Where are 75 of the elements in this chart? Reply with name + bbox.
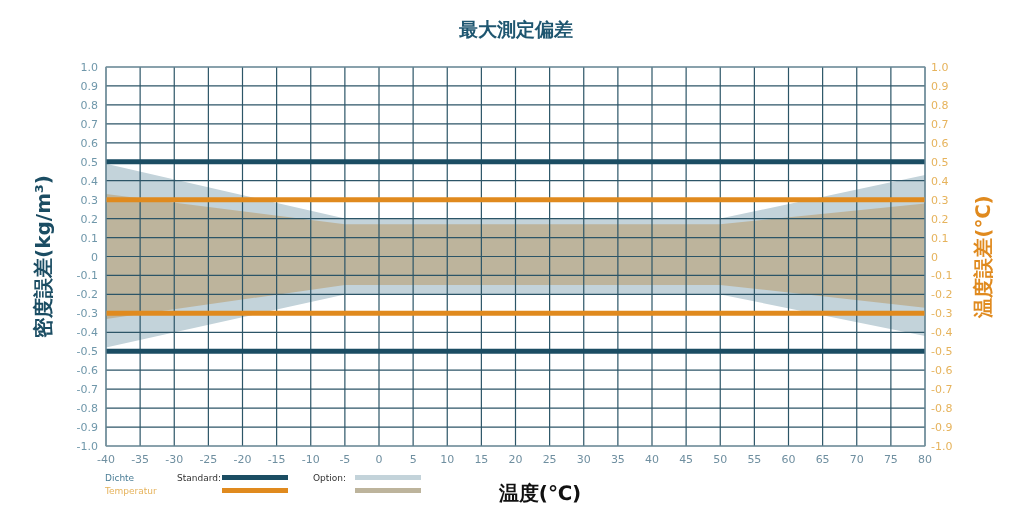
x-tick-label: 20 <box>508 453 523 466</box>
x-tick-label: -30 <box>165 453 184 466</box>
y-tick-label: -0.6 <box>76 364 98 378</box>
y-tick-label: 0.2 <box>80 212 98 226</box>
x-tick-label: 60 <box>781 453 796 466</box>
y-tick-label: -0.2 <box>76 288 98 302</box>
y2-tick-label: 1.0 <box>931 61 949 74</box>
x-tick-label: 5 <box>409 453 417 466</box>
x-tick-label: -35 <box>131 453 150 466</box>
y2-tick-label: 0.5 <box>931 155 949 169</box>
x-tick-label: 55 <box>747 453 762 466</box>
y-tick-label: 0.7 <box>80 117 98 131</box>
text: Dichte <box>105 473 135 483</box>
x-tick-label: 65 <box>815 453 830 466</box>
x-tick-label: -5 <box>339 453 351 466</box>
x-tick-label: 40 <box>645 453 659 466</box>
y-tick-label: -0.4 <box>76 326 98 340</box>
y-tick-label: -0.9 <box>76 421 98 435</box>
x-tick-label: 45 <box>679 453 694 466</box>
y2-tick-label: 0.4 <box>931 174 949 188</box>
y-tick-label: 0 <box>91 250 98 264</box>
x-tick-label: 0 <box>375 453 383 466</box>
y2-tick-label: -0.7 <box>931 383 953 397</box>
x-tick-label: 30 <box>576 453 591 466</box>
y2-tick-label: 0.6 <box>931 136 949 150</box>
y2-tick-label: -0.9 <box>931 421 953 435</box>
y2-tick-label: -0.1 <box>931 269 953 283</box>
x-axis-title: 温度(℃) <box>497 481 582 505</box>
y2-tick-label: 0.2 <box>931 212 949 226</box>
x-tick-label: 10 <box>440 453 455 466</box>
y2-tick-label: -0.4 <box>931 326 953 340</box>
y-tick-label: 0.9 <box>80 79 98 93</box>
y-tick-label: -0.5 <box>76 345 98 359</box>
y-tick-label: 0.4 <box>80 174 98 188</box>
y2-tick-label: -0.6 <box>931 364 953 378</box>
x-tick-label: 75 <box>883 453 898 466</box>
x-tick-label: -25 <box>199 453 218 466</box>
y2-tick-label: -0.8 <box>931 402 953 416</box>
chart-title: 最大測定偏差 <box>457 18 573 40</box>
y2-tick-label: 0.1 <box>931 231 949 245</box>
y2-tick-label: 0.8 <box>931 98 949 112</box>
y-tick-label: 0.6 <box>80 136 98 150</box>
y2-tick-label: -1.0 <box>931 440 953 453</box>
y2-tick-label: -0.5 <box>931 345 953 359</box>
y2-tick-label: 0 <box>931 250 938 264</box>
y-axis-title: 密度誤差(kg/m³) <box>31 175 55 338</box>
x-tick-label: 50 <box>713 453 728 466</box>
y2-axis-title: 温度誤差(℃) <box>971 195 995 319</box>
text: Option: <box>313 473 347 483</box>
y-tick-label: 0.3 <box>80 193 98 207</box>
x-tick-label: -15 <box>267 453 286 466</box>
y-tick-label: -0.7 <box>76 383 98 397</box>
y-tick-label: 0.1 <box>80 231 98 245</box>
y-tick-label: 1.0 <box>80 61 98 74</box>
y-tick-label: 0.5 <box>80 155 98 169</box>
y-tick-label: -1.0 <box>76 440 98 453</box>
x-tick-label: 15 <box>474 453 489 466</box>
y-tick-label: -0.8 <box>76 402 98 416</box>
y-tick-label: -0.1 <box>76 269 98 283</box>
y2-tick-label: -0.3 <box>931 307 953 321</box>
y-tick-label: -0.3 <box>76 307 98 321</box>
x-tick-label: -40 <box>97 453 115 466</box>
y2-tick-label: 0.3 <box>931 193 949 207</box>
text: Temperatur <box>104 486 157 496</box>
x-tick-label: 25 <box>542 453 557 466</box>
x-tick-label: 35 <box>610 453 625 466</box>
x-tick-label: 80 <box>918 453 932 466</box>
y2-tick-label: 0.7 <box>931 117 949 131</box>
x-tick-label: -10 <box>301 453 320 466</box>
y2-tick-label: -0.2 <box>931 288 953 302</box>
y-tick-label: 0.8 <box>80 98 98 112</box>
y2-tick-label: 0.9 <box>931 79 949 93</box>
text: Standard: <box>177 473 221 483</box>
x-tick-label: -20 <box>233 453 252 466</box>
x-tick-label: 70 <box>849 453 864 466</box>
